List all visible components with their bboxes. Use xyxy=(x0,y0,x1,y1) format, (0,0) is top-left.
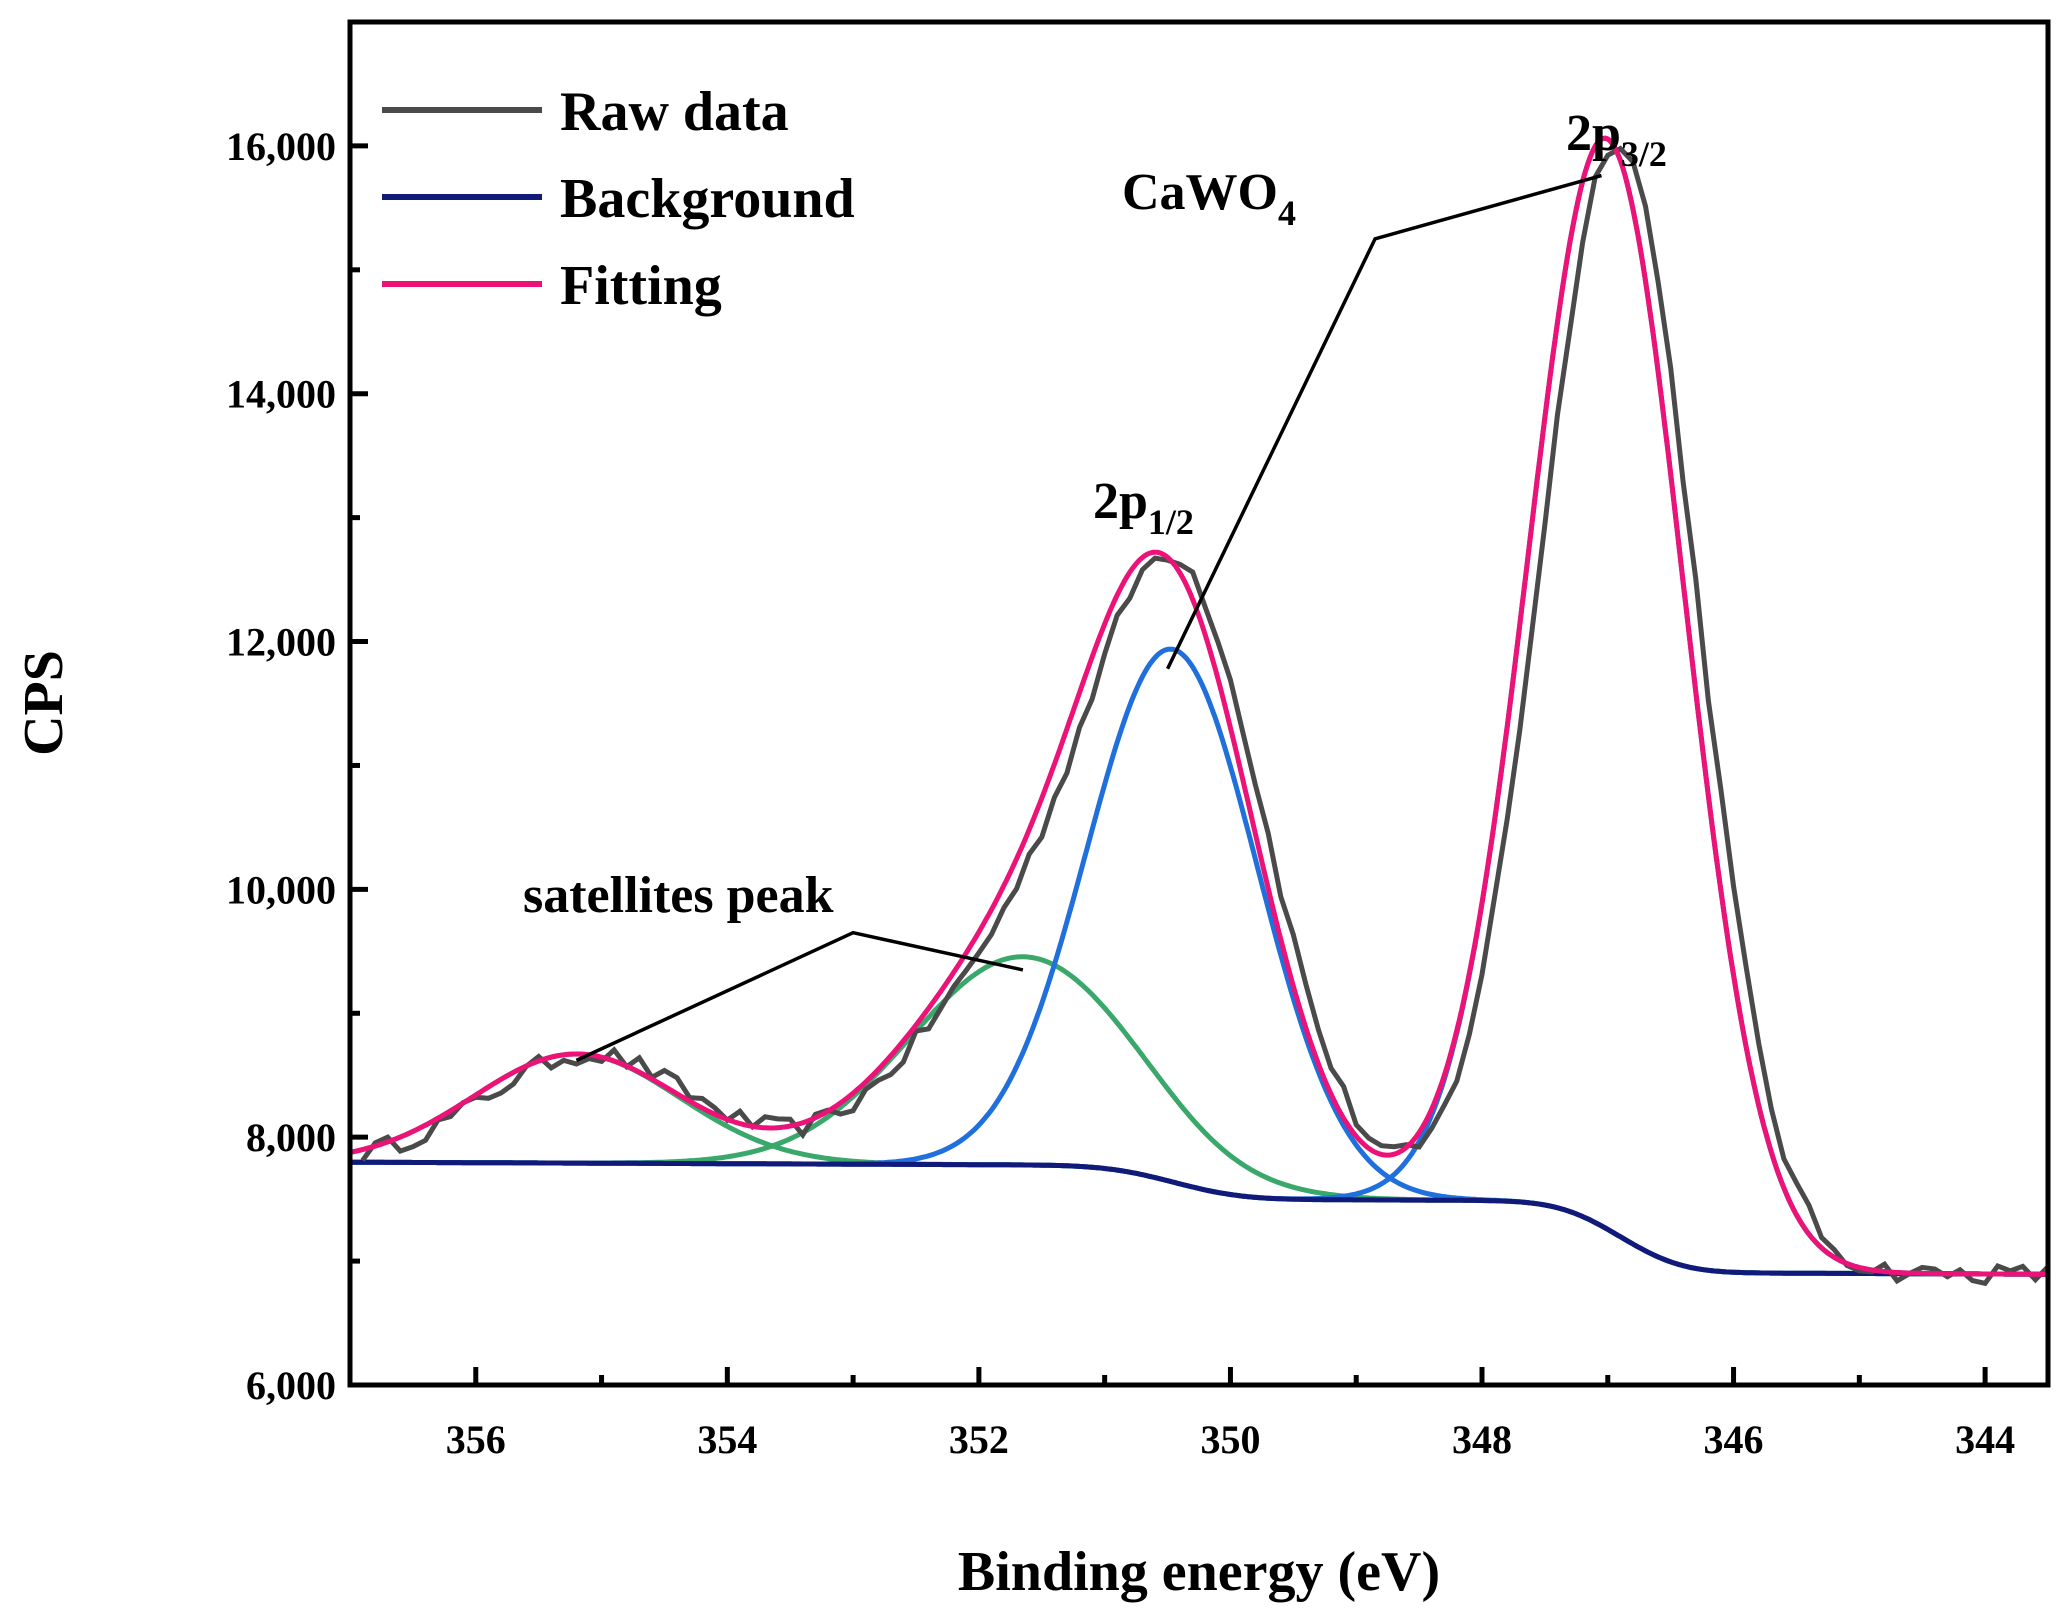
legend-label-fitting: Fitting xyxy=(560,255,722,317)
y-axis-title: CPS xyxy=(13,650,75,756)
peak-2p32-label-subscript: 3/2 xyxy=(1621,134,1667,174)
x-axis-title: Binding energy (eV) xyxy=(958,1541,1440,1603)
cawo4-leader-lines xyxy=(1166,173,1602,670)
legend: Raw data Background Fitting xyxy=(382,81,855,317)
peak-2p12-label-subscript: 1/2 xyxy=(1148,502,1194,542)
x-tick-label: 348 xyxy=(1452,1417,1512,1462)
peak-2p32-label: 2p3/2 xyxy=(1566,105,1667,174)
axis-ticks xyxy=(347,19,1988,1388)
peak-2p32-label-main: 2p xyxy=(1566,105,1621,162)
y-tick-label: 8,000 xyxy=(246,1115,336,1160)
y-tick-label: 6,000 xyxy=(246,1363,336,1408)
x-tick-label: 354 xyxy=(697,1417,757,1462)
raw-data-curve xyxy=(360,145,2048,1287)
satellites-leader-lines xyxy=(575,930,1024,1062)
plot-frame xyxy=(347,19,2051,1388)
y-tick-label: 16,000 xyxy=(226,124,336,169)
x-tick-label: 346 xyxy=(1704,1417,1764,1462)
plot-curves xyxy=(350,135,2048,1287)
y-tick-label: 12,000 xyxy=(226,620,336,665)
axis-tick-labels: 356 354 352 350 348 346 344 6,000 8,000 10,000 12,… xyxy=(226,124,2015,1462)
y-tick-label: 10,000 xyxy=(226,867,336,912)
x-tick-label: 350 xyxy=(1200,1417,1260,1462)
cawo4-label-subscript: 4 xyxy=(1278,193,1296,233)
annotations: satellites peak CaWO4 2p1/2 2p3/2 xyxy=(523,105,1667,1062)
fitting-curve xyxy=(350,135,2048,1277)
x-tick-label: 352 xyxy=(949,1417,1009,1462)
legend-label-background: Background xyxy=(560,168,855,230)
background-curve xyxy=(350,1159,2048,1277)
peak-2p12-label: 2p1/2 xyxy=(1093,473,1194,542)
x-tick-label: 356 xyxy=(446,1417,506,1462)
legend-label-raw: Raw data xyxy=(560,81,789,143)
satellites-peak-label: satellites peak xyxy=(523,867,834,924)
cawo4-label: CaWO4 xyxy=(1122,164,1296,233)
cawo4-label-main: CaWO xyxy=(1122,164,1278,221)
x-tick-label: 344 xyxy=(1955,1417,2015,1462)
y-tick-label: 14,000 xyxy=(226,372,336,417)
peak-2p12-label-main: 2p xyxy=(1093,473,1148,530)
